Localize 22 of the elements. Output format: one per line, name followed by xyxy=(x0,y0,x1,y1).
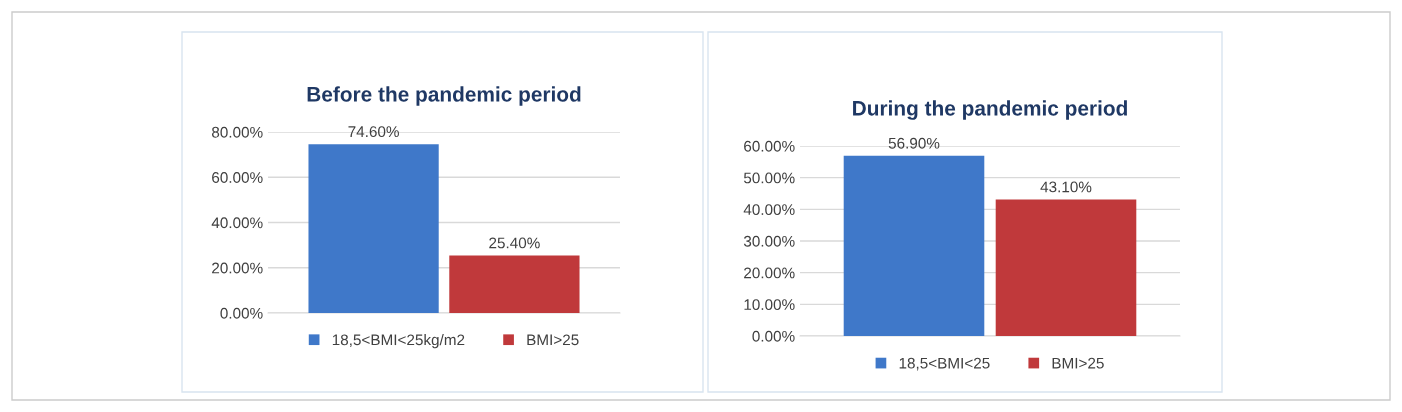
data-label: 25.40% xyxy=(489,237,540,249)
y-tick-label: 80.00% xyxy=(211,126,263,138)
y-tick-label: 20.00% xyxy=(212,262,263,274)
y-tick-label: 20.00% xyxy=(744,267,795,279)
legend-label: BMI>25 xyxy=(1052,357,1104,369)
y-tick-label: 0.00% xyxy=(752,330,795,342)
y-tick-label: 10.00% xyxy=(744,299,795,311)
y-tick-label: 60.00% xyxy=(744,140,795,152)
legend-label: BMI>25 xyxy=(527,334,579,346)
y-tick-label: 60.00% xyxy=(212,172,263,183)
data-label: 74.60% xyxy=(348,126,399,138)
legend-label: 18,5<BMI<25 xyxy=(899,357,990,371)
y-tick-label: 0.00% xyxy=(220,307,263,319)
data-label: 56.90% xyxy=(888,137,940,149)
chart-title: During the pandemic period xyxy=(853,100,1127,120)
data-label: 43.10% xyxy=(1040,181,1092,193)
y-tick-label: 50.00% xyxy=(743,172,795,184)
y-tick-label: 30.00% xyxy=(743,235,795,247)
y-tick-label: 40.00% xyxy=(743,204,795,216)
chart-title: Before the pandemic period xyxy=(307,86,581,106)
y-tick-label: 40.00% xyxy=(211,217,263,229)
legend-label: 18,5<BMI<25kg/m2 xyxy=(332,333,465,349)
